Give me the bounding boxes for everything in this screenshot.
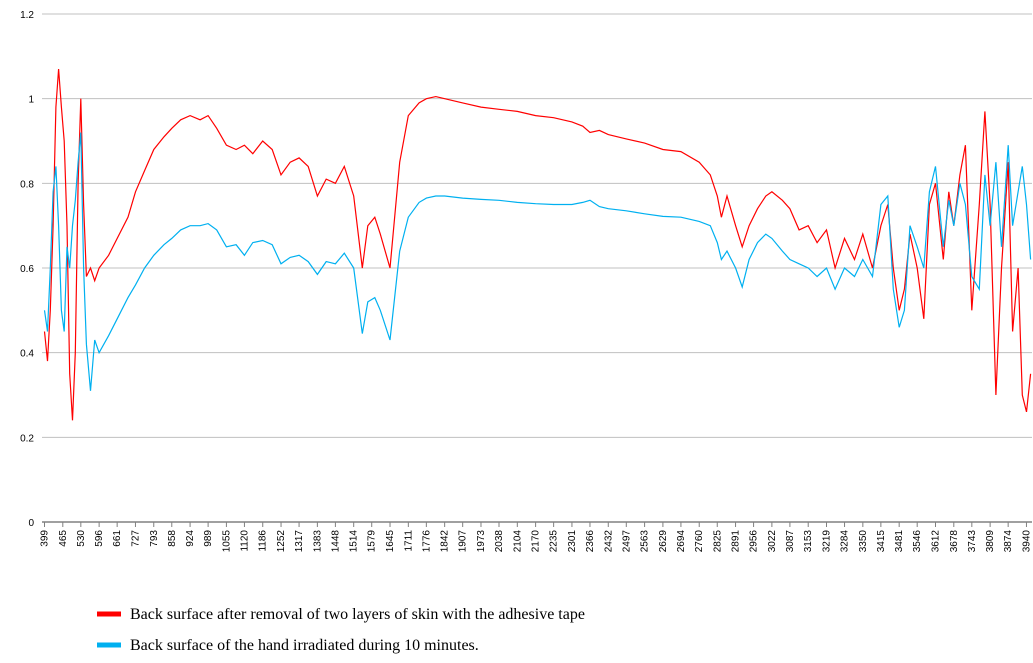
x-tick-label: 1579 [367,530,378,553]
x-tick-label: 1383 [312,530,323,553]
x-tick-label: 2825 [712,530,723,553]
x-tick-label: 1448 [330,530,341,553]
x-tick-label: 465 [58,530,69,547]
legend-label: Back surface of the hand irradiated duri… [130,637,479,654]
x-tick-label: 3874 [1003,530,1014,553]
x-tick-label: 2694 [676,530,687,553]
y-tick-label: 1.2 [20,10,34,21]
x-tick-label: 2301 [567,530,578,553]
x-tick-label: 3153 [803,530,814,553]
x-tick-label: 1645 [385,530,396,553]
x-tick-label: 3219 [822,530,833,553]
x-tick-label: 2432 [603,530,614,553]
y-tick-label: 0.2 [20,433,34,444]
x-tick-label: 3809 [985,530,996,553]
x-tick-label: 3087 [785,530,796,553]
x-tick-label: 2956 [749,530,760,553]
x-tick-label: 1514 [349,530,360,553]
y-tick-label: 0 [28,518,34,529]
x-tick-label: 3481 [894,530,905,553]
x-tick-label: 793 [149,530,160,547]
x-tick-label: 2760 [694,530,705,553]
series-line [43,68,1032,421]
x-tick-label: 1973 [476,530,487,553]
x-tick-label: 989 [203,530,214,547]
y-tick-label: 0.8 [20,179,34,190]
x-tick-label: 530 [76,530,87,547]
x-tick-label: 1842 [440,530,451,553]
x-tick-label: 1252 [276,530,287,553]
x-tick-label: 1120 [239,530,250,552]
x-tick-label: 2563 [640,530,651,553]
x-tick-label: 858 [167,530,178,547]
x-tick-label: 1317 [294,530,305,553]
x-tick-label: 3284 [840,530,851,553]
x-tick-label: 1186 [258,530,269,552]
x-tick-label: 3743 [967,530,978,553]
x-tick-label: 1776 [421,530,432,553]
x-tick-label: 2235 [549,530,560,553]
y-tick-label: 0.4 [20,349,34,360]
x-tick-label: 3940 [1021,530,1032,553]
x-tick-label: 2891 [731,530,742,553]
x-tick-label: 399 [39,530,50,547]
x-tick-label: 3678 [949,530,960,553]
x-tick-label: 3022 [767,530,778,553]
x-tick-label: 2038 [494,530,505,553]
x-tick-label: 2629 [658,530,669,553]
x-tick-label: 3415 [876,530,887,553]
x-tick-label: 2104 [512,530,523,553]
y-tick-label: 0.6 [20,264,34,275]
x-tick-label: 661 [112,530,123,547]
x-tick-label: 2366 [585,530,596,553]
x-tick-label: 924 [185,530,196,547]
x-tick-label: 1907 [458,530,469,553]
series-line [43,132,1032,391]
x-tick-label: 2170 [531,530,542,553]
x-tick-label: 3612 [930,530,941,553]
x-tick-label: 596 [94,530,105,547]
y-tick-label: 1 [28,95,34,106]
x-tick-label: 3546 [912,530,923,553]
x-tick-label: 1711 [403,530,414,552]
legend-label: Back surface after removal of two layers… [130,606,585,623]
x-tick-label: 1055 [221,530,232,553]
x-tick-label: 3350 [858,530,869,553]
x-tick-label: 2497 [621,530,632,553]
x-tick-label: 727 [130,530,141,547]
